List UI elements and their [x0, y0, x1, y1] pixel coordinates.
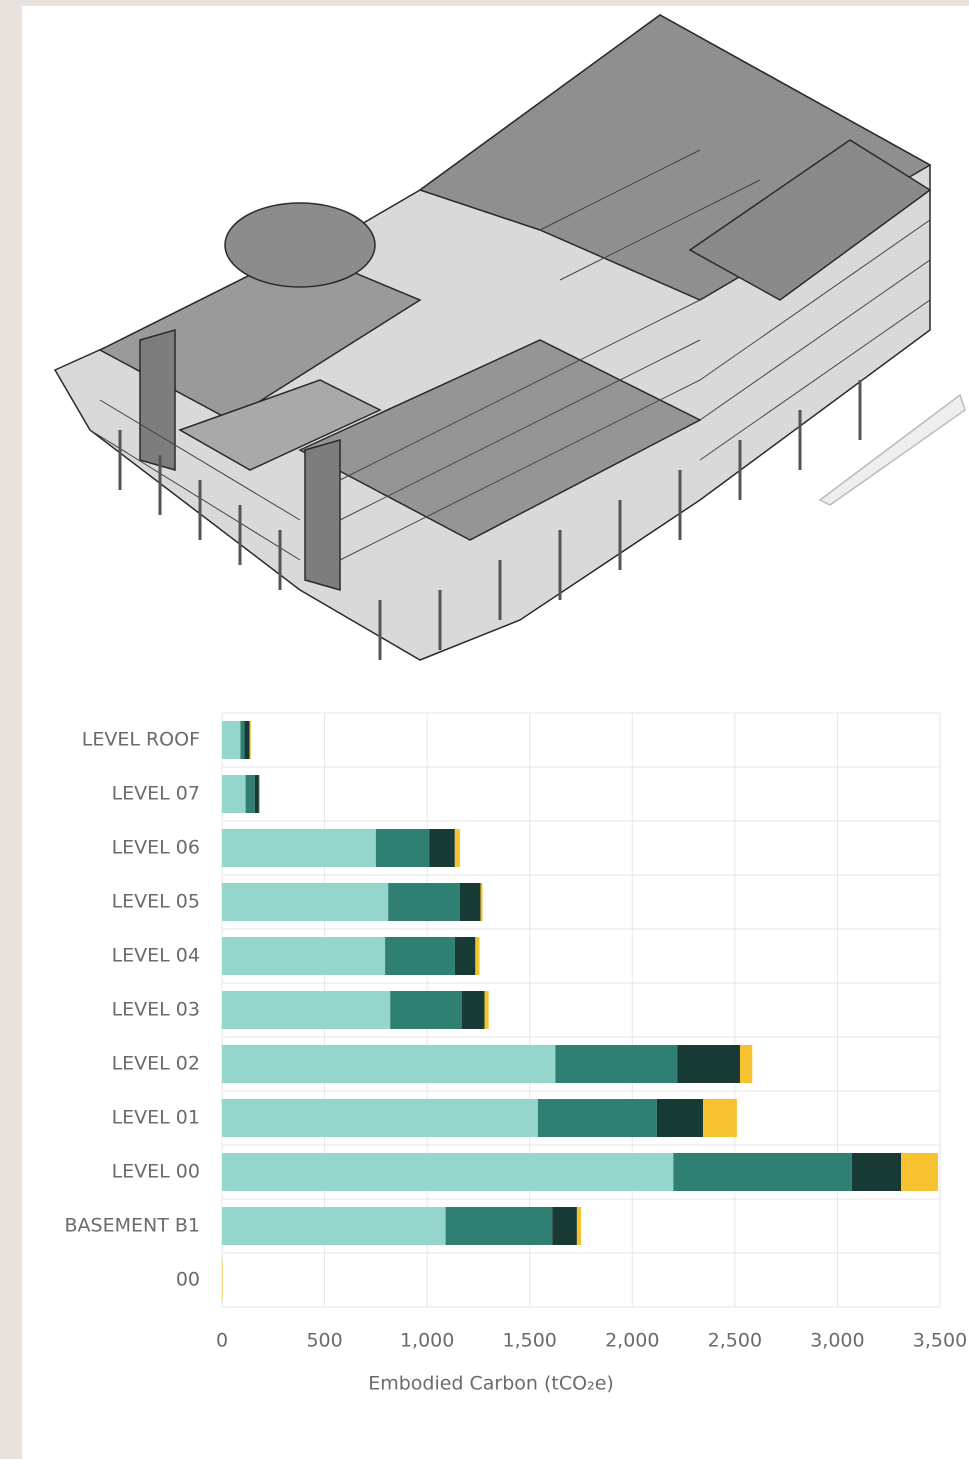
- bar-segment: [454, 829, 460, 867]
- bar-segment: [703, 1099, 737, 1137]
- bar-segment: [388, 883, 460, 921]
- y-tick-label: 00: [176, 1269, 200, 1291]
- bar-segment: [445, 1207, 553, 1245]
- x-axis-label: Embodied Carbon (tCO₂e): [368, 1373, 614, 1395]
- bar-segment: [656, 1099, 704, 1137]
- x-tick-label: 2,000: [605, 1330, 659, 1352]
- bar-segment: [429, 829, 455, 867]
- y-tick-label: LEVEL 05: [112, 891, 200, 913]
- bar-segment: [245, 775, 255, 813]
- bar-segment: [222, 1099, 538, 1137]
- bar-segment: [739, 1045, 753, 1083]
- bar-segment: [375, 829, 430, 867]
- bar-segment: [222, 937, 386, 975]
- bar-segment: [222, 721, 241, 759]
- bar-segment: [576, 1207, 581, 1245]
- top-strip: [0, 0, 969, 6]
- bar-segment: [222, 991, 391, 1029]
- y-tick-label: LEVEL 07: [112, 783, 200, 805]
- x-tick-label: 3,000: [810, 1330, 864, 1352]
- y-tick-label: LEVEL 00: [112, 1161, 200, 1183]
- bar-segment: [480, 883, 483, 921]
- y-tick-label: LEVEL 02: [112, 1053, 200, 1075]
- x-tick-label: 1,500: [503, 1330, 557, 1352]
- bar-segment: [555, 1045, 678, 1083]
- bar-segment: [249, 721, 251, 759]
- bar-segment: [552, 1207, 577, 1245]
- bar-segment: [475, 937, 480, 975]
- bar-segment: [454, 937, 476, 975]
- bar-segment: [240, 721, 245, 759]
- bar-segment: [222, 1261, 223, 1299]
- x-tick-label: 1,000: [400, 1330, 454, 1352]
- bar-segment: [222, 1045, 556, 1083]
- bar-segment: [484, 991, 489, 1029]
- bar-segment: [673, 1153, 852, 1191]
- bar-segment: [677, 1045, 740, 1083]
- building-model: [53, 14, 966, 661]
- bar-segment: [390, 991, 463, 1029]
- bar-segment: [385, 937, 455, 975]
- bar-segment: [244, 721, 250, 759]
- bar-segment: [222, 1207, 446, 1245]
- y-tick-label: LEVEL 04: [112, 945, 200, 967]
- bar-segment: [258, 775, 260, 813]
- left-strip: [0, 0, 22, 1459]
- y-tick-label: LEVEL 03: [112, 999, 200, 1021]
- bar-segment: [222, 1153, 674, 1191]
- x-tick-label: 500: [306, 1330, 342, 1352]
- bar-segment: [222, 829, 376, 867]
- x-tick-label: 3,500: [913, 1330, 967, 1352]
- y-tick-label: LEVEL ROOF: [82, 729, 200, 751]
- y-tick-label: BASEMENT B1: [65, 1215, 200, 1237]
- y-tick-label: LEVEL 01: [112, 1107, 200, 1129]
- x-tick-label: 2,500: [708, 1330, 762, 1352]
- x-tick-label: 0: [216, 1330, 228, 1352]
- bar-segment: [901, 1153, 938, 1191]
- y-tick-label: LEVEL 06: [112, 837, 200, 859]
- bar-segment: [222, 883, 389, 921]
- bar-segment: [254, 775, 259, 813]
- bar-segment: [459, 883, 481, 921]
- bar-segment: [537, 1099, 657, 1137]
- bar-segment: [222, 775, 246, 813]
- bar-segment: [851, 1153, 902, 1191]
- bar-segment: [462, 991, 485, 1029]
